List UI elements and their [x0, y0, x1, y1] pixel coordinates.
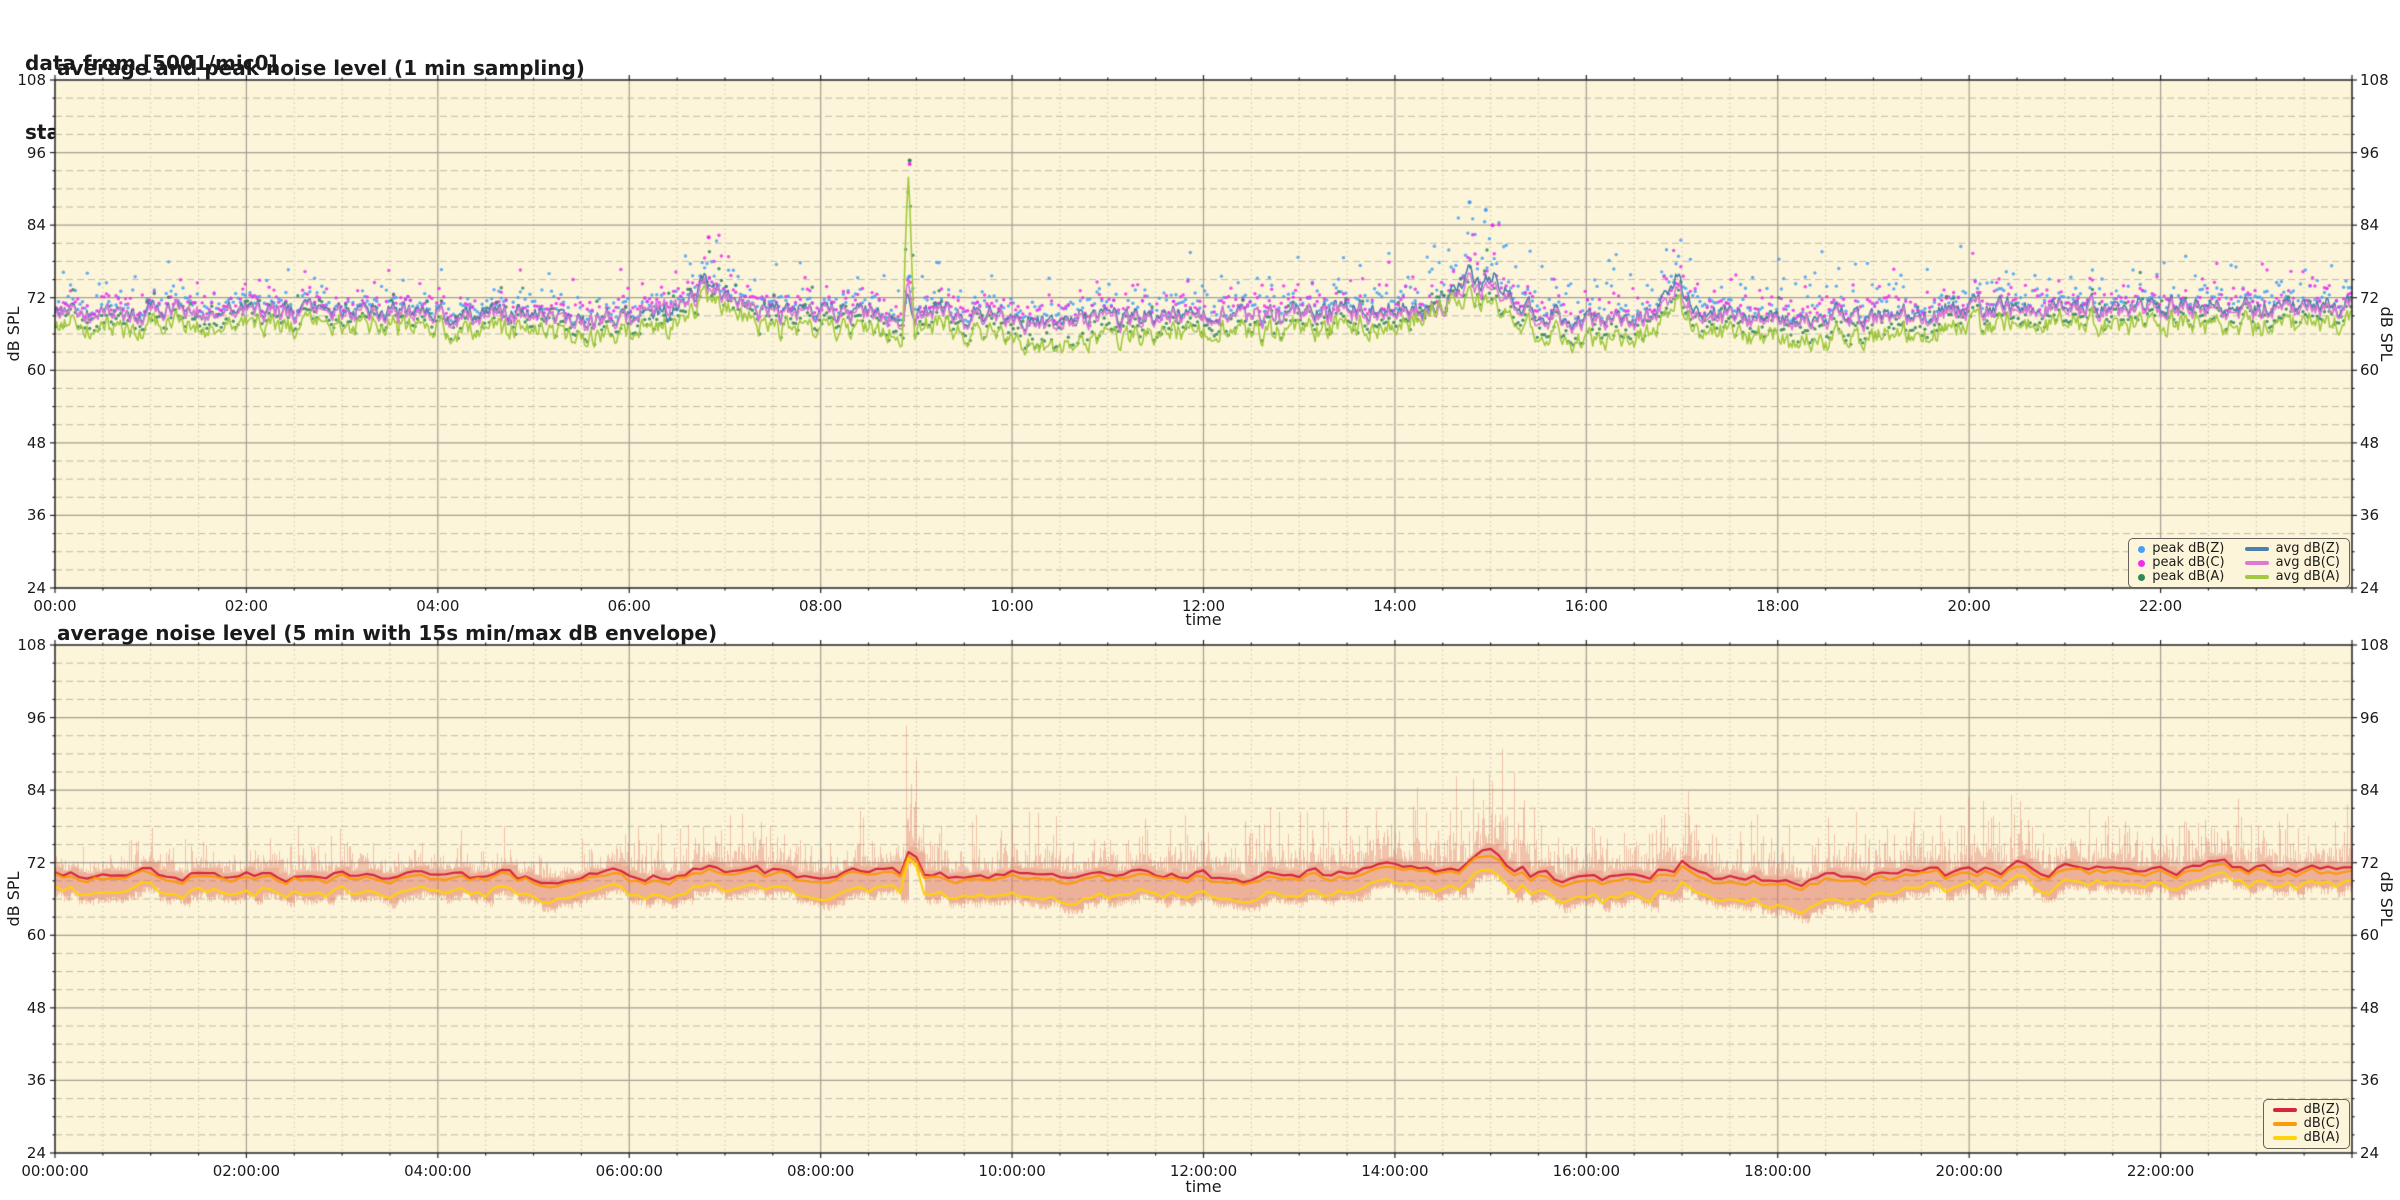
x-tick-label: 18:00:00	[1744, 1162, 1812, 1180]
legend-label: avg dB(A)	[2275, 569, 2340, 584]
peak-dbc-swatch-icon	[2138, 559, 2146, 567]
y-tick-label-right: 96	[2360, 143, 2380, 162]
y-tick-label-left: 72	[26, 288, 46, 307]
x-tick-label: 20:00	[1947, 597, 1991, 615]
x-tick-label: 22:00:00	[2126, 1162, 2195, 1180]
x-tick-label: 22:00	[2138, 597, 2183, 615]
y-tick-label-left: 60	[26, 926, 46, 945]
y-tick-label-left: 24	[26, 1144, 46, 1162]
peak-dba-swatch-icon	[2138, 573, 2146, 581]
x-tick-label: 06:00:00	[595, 1162, 663, 1180]
dba-swatch-icon	[2272, 1136, 2297, 1140]
chart-bottom-title: average noise level (5 min with 15s min/…	[57, 621, 718, 645]
legend-item: peak dB(Z)	[2138, 542, 2224, 556]
avg-dbz-swatch-icon	[2244, 547, 2269, 551]
legend-label: dB(C)	[2303, 1116, 2340, 1131]
y-tick-label-right: 72	[2360, 853, 2380, 872]
legend-label: dB(A)	[2303, 1130, 2340, 1145]
legend-item: avg dB(A)	[2244, 569, 2340, 584]
y-tick-label-right: 108	[2360, 636, 2389, 654]
y-tick-label-right: 96	[2360, 708, 2380, 727]
legend-label: avg dB(Z)	[2275, 541, 2340, 556]
y-tick-label-left: 84	[26, 216, 46, 235]
legend-label: avg dB(C)	[2275, 555, 2340, 570]
x-tick-label: 14:00:00	[1361, 1162, 1429, 1180]
avg-dbc-swatch-icon	[2244, 561, 2269, 565]
y-tick-label-left: 48	[26, 433, 46, 452]
legend-item: peak dB(A)	[2138, 570, 2224, 584]
y-tick-label-left: 72	[26, 853, 46, 872]
chart-bottom-legend: dB(Z) dB(C) dB(A)	[2262, 1099, 2350, 1149]
x-tick-label: 00:00:00	[21, 1162, 89, 1180]
legend-label: dB(Z)	[2303, 1102, 2340, 1117]
x-tick-label: 08:00:00	[786, 1162, 855, 1180]
x-tick-label: 12:00:00	[1169, 1162, 1238, 1180]
x-tick-label: 02:00	[224, 597, 269, 615]
x-tick-label: 18:00	[1756, 597, 1800, 615]
x-tick-label: 14:00	[1373, 597, 1417, 615]
x-tick-label: 08:00	[799, 597, 843, 615]
chart-top-legend: peak dB(Z) peak dB(C) peak dB(A) avg dB(…	[2128, 538, 2350, 588]
x-tick-label: 06:00	[607, 597, 651, 615]
x-tick-label: 04:00	[416, 597, 460, 615]
y-tick-label-left: 96	[26, 708, 46, 727]
dbc-swatch-icon	[2272, 1122, 2297, 1126]
y-tick-label-left: 96	[26, 143, 46, 162]
y-tick-label-right: 24	[2360, 579, 2380, 597]
y-tick-label-left: 36	[26, 506, 46, 525]
x-tick-label: 04:00:00	[404, 1162, 472, 1180]
legend-item: dB(A)	[2272, 1130, 2340, 1145]
x-tick-label: 00:00	[33, 597, 77, 615]
peak-dbz-swatch-icon	[2138, 545, 2146, 553]
y-tick-label-left: 24	[26, 579, 46, 597]
y-tick-label-right: 60	[2360, 361, 2380, 380]
x-tick-label: 10:00:00	[978, 1162, 1046, 1180]
y-tick-label-right: 72	[2360, 288, 2380, 307]
y-tick-label-left: 108	[17, 636, 46, 654]
legend-item: avg dB(C)	[2244, 555, 2340, 570]
legend-item: dB(C)	[2272, 1116, 2340, 1131]
x-tick-label: 20:00:00	[1935, 1162, 2003, 1180]
y-tick-label-right: 108	[2360, 71, 2389, 89]
y-tick-label-right: 60	[2360, 926, 2380, 945]
x-tick-label: 12:00	[1181, 597, 1226, 615]
x-tick-label: 02:00:00	[212, 1162, 281, 1180]
legend-label: peak dB(A)	[2152, 569, 2225, 584]
y-tick-label-right: 36	[2360, 1071, 2380, 1090]
y-tick-label-right: 36	[2360, 506, 2380, 525]
y-tick-label-right: 24	[2360, 1144, 2380, 1162]
y-tick-label-left: 84	[26, 781, 46, 800]
legend-label: peak dB(Z)	[2152, 541, 2225, 556]
y-tick-label-right: 48	[2360, 433, 2380, 452]
legend-item: avg dB(Z)	[2244, 541, 2340, 556]
y-tick-label-left: 36	[26, 1071, 46, 1090]
y-tick-label-left: 48	[26, 998, 46, 1017]
chart-bottom-canvas	[0, 620, 2400, 1200]
chart-bottom-xlabel: time	[1185, 1177, 1222, 1196]
legend-item: peak dB(C)	[2138, 555, 2225, 570]
chart-top-xlabel: time	[1185, 610, 1222, 629]
x-tick-label: 16:00	[1564, 597, 1608, 615]
y-tick-label-right: 84	[2360, 781, 2380, 800]
y-tick-label-left: 108	[17, 71, 46, 89]
y-tick-label-right: 84	[2360, 216, 2380, 235]
chart-top-title: average and peak noise level (1 min samp…	[57, 56, 585, 80]
y-tick-label-left: 60	[26, 361, 46, 380]
y-tick-label-right: 48	[2360, 998, 2380, 1017]
avg-dba-swatch-icon	[2244, 575, 2269, 579]
dbz-swatch-icon	[2272, 1108, 2297, 1112]
chart-top-canvas	[0, 50, 2400, 620]
x-tick-label: 10:00	[990, 597, 1034, 615]
x-tick-label: 16:00:00	[1552, 1162, 1621, 1180]
legend-label: peak dB(C)	[2152, 555, 2225, 570]
legend-item: dB(Z)	[2272, 1102, 2340, 1117]
